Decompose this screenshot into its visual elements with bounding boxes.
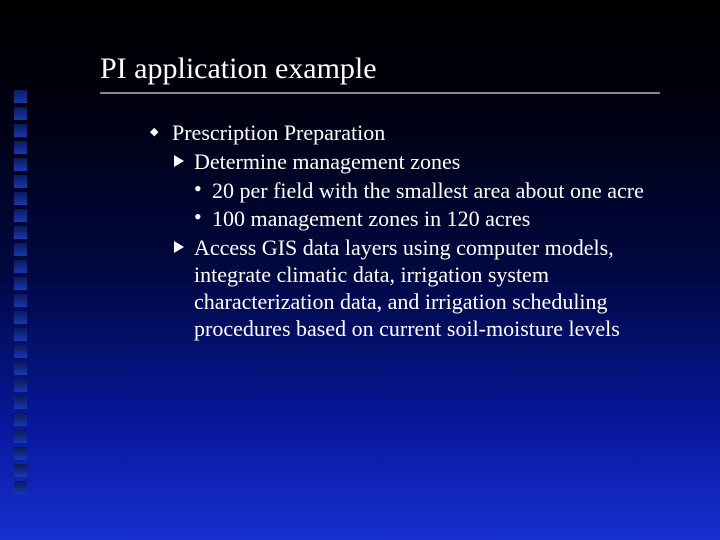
bullet-level2: Access GIS data layers using computer mo… bbox=[172, 235, 660, 342]
bullet-text: Access GIS data layers using computer mo… bbox=[194, 235, 620, 340]
slide-title: PI application example bbox=[100, 52, 660, 94]
bullet-text: Determine management zones bbox=[194, 149, 460, 174]
title-area: PI application example bbox=[100, 52, 660, 94]
bullet-text: Prescription Preparation bbox=[172, 120, 385, 145]
bullet-level3: 20 per field with the smallest area abou… bbox=[194, 178, 660, 205]
bullet-level1: Prescription Preparation bbox=[150, 120, 660, 147]
bullet-text: 100 management zones in 120 acres bbox=[212, 206, 530, 231]
slide: PI application example Prescription Prep… bbox=[0, 0, 720, 540]
bullet-level2: Determine management zones bbox=[172, 149, 660, 176]
bullet-text: 20 per field with the smallest area abou… bbox=[212, 178, 644, 203]
decor-left-squares bbox=[14, 90, 27, 494]
slide-body: Prescription Preparation Determine manag… bbox=[150, 120, 660, 345]
bullet-level3: 100 management zones in 120 acres bbox=[194, 206, 660, 233]
